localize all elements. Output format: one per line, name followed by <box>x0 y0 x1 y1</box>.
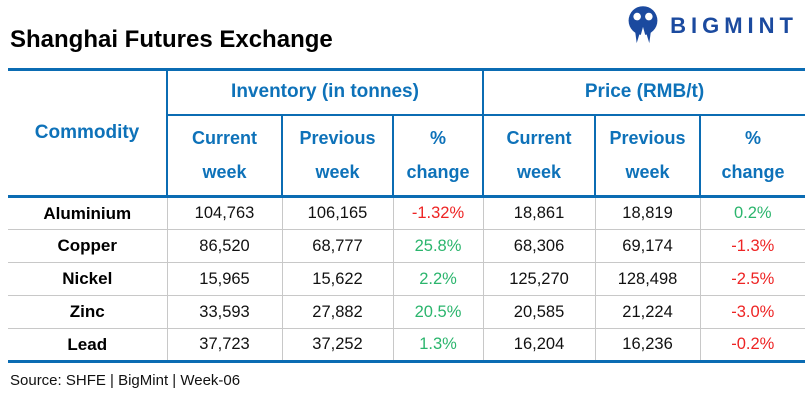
commodity-cell: Zinc <box>8 295 168 329</box>
price-previous-week-header: Previous week <box>595 114 702 198</box>
table-row-zinc: Zinc 33,593 27,882 20.5% 20,585 21,224 -… <box>8 295 806 329</box>
header-line: week <box>202 162 247 183</box>
inventory-previous-cell: 106,165 <box>282 196 394 230</box>
inventory-group-header: Inventory (in tonnes) <box>167 69 485 116</box>
inventory-previous-cell: 15,622 <box>282 262 394 296</box>
price-group-header: Price (RMB/t) <box>483 69 806 116</box>
price-previous-cell: 18,819 <box>595 196 701 230</box>
price-previous-cell: 128,498 <box>595 262 701 296</box>
header-line: % <box>430 128 447 149</box>
price-current-cell: 68,306 <box>483 229 596 263</box>
source-text: Source: SHFE | BigMint | Week-06 <box>10 372 241 389</box>
inventory-previous-cell: 27,882 <box>282 295 394 329</box>
header-line: Previous <box>299 128 376 149</box>
group-header-row: Commodity Inventory (in tonnes) Price (R… <box>8 69 806 198</box>
inventory-current-cell: 15,965 <box>167 262 283 296</box>
sub-header-row: Current week Previous week % change Curr… <box>8 114 806 198</box>
futures-table: Commodity Inventory (in tonnes) Price (R… <box>8 68 806 363</box>
price-pct-change-cell: 0.2% <box>700 196 806 230</box>
table-row-lead: Lead 37,723 37,252 1.3% 16,204 16,236 -0… <box>8 328 805 362</box>
inventory-pct-change-cell: 25.8% <box>393 229 484 263</box>
inventory-current-cell: 104,763 <box>167 196 283 230</box>
inventory-current-cell: 86,520 <box>167 229 283 263</box>
price-current-cell: 125,270 <box>483 262 596 296</box>
price-previous-cell: 69,174 <box>595 229 701 263</box>
header-line: week <box>315 162 360 183</box>
header-line: Previous <box>609 128 686 149</box>
header-line: week <box>625 162 670 183</box>
inventory-pct-change-cell: -1.32% <box>393 196 484 230</box>
header-line: Current <box>506 128 572 149</box>
price-current-cell: 16,204 <box>483 328 596 362</box>
price-current-cell: 20,585 <box>483 295 596 329</box>
table-row-copper: Copper 86,520 68,777 25.8% 68,306 69,174… <box>8 229 806 263</box>
inventory-previous-cell: 68,777 <box>282 229 394 263</box>
futures-table-wrapper: Commodity Inventory (in tonnes) Price (R… <box>8 68 806 363</box>
inventory-pct-change-header: % change <box>393 114 485 198</box>
bigmint-logo-icon <box>625 5 661 47</box>
price-current-cell: 18,861 <box>483 196 596 230</box>
header-line: change <box>721 162 785 183</box>
inventory-pct-change-cell: 1.3% <box>393 328 484 362</box>
price-pct-change-cell: -0.2% <box>731 335 775 353</box>
header-line: % <box>745 128 762 149</box>
commodity-column-header: Commodity <box>8 69 168 198</box>
inventory-current-cell: 37,723 <box>167 328 283 362</box>
price-pct-change-header: % change <box>700 114 806 198</box>
commodity-cell: Lead <box>8 328 168 362</box>
inventory-current-week-header: Current week <box>167 114 283 198</box>
inventory-previous-week-header: Previous week <box>282 114 394 198</box>
page-title: Shanghai Futures Exchange <box>10 26 333 53</box>
header-line: change <box>406 162 470 183</box>
commodity-cell: Aluminium <box>8 196 168 230</box>
table-row-aluminium: Aluminium 104,763 106,165 -1.32% 18,861 … <box>8 196 806 230</box>
inventory-pct-change-cell: 20.5% <box>393 295 484 329</box>
table-row-nickel: Nickel 15,965 15,622 2.2% 125,270 128,49… <box>8 262 806 296</box>
inventory-current-cell: 33,593 <box>167 295 283 329</box>
brand-logo: BIGMINT <box>625 5 798 47</box>
brand-name: BIGMINT <box>670 13 798 38</box>
header-line: Current <box>191 128 257 149</box>
price-current-week-header: Current week <box>483 114 597 198</box>
price-previous-cell: 21,224 <box>595 295 701 329</box>
inventory-pct-change-cell: 2.2% <box>393 262 484 296</box>
price-previous-cell: 16,236 <box>595 328 701 362</box>
header-line: week <box>516 162 562 183</box>
price-pct-change-cell: -2.5% <box>700 262 806 296</box>
price-pct-change-cell: -3.0% <box>700 295 806 329</box>
inventory-previous-cell: 37,252 <box>282 328 394 362</box>
commodity-cell: Copper <box>8 229 168 263</box>
price-pct-change-cell: -1.3% <box>700 229 806 263</box>
commodity-cell: Nickel <box>8 262 168 296</box>
